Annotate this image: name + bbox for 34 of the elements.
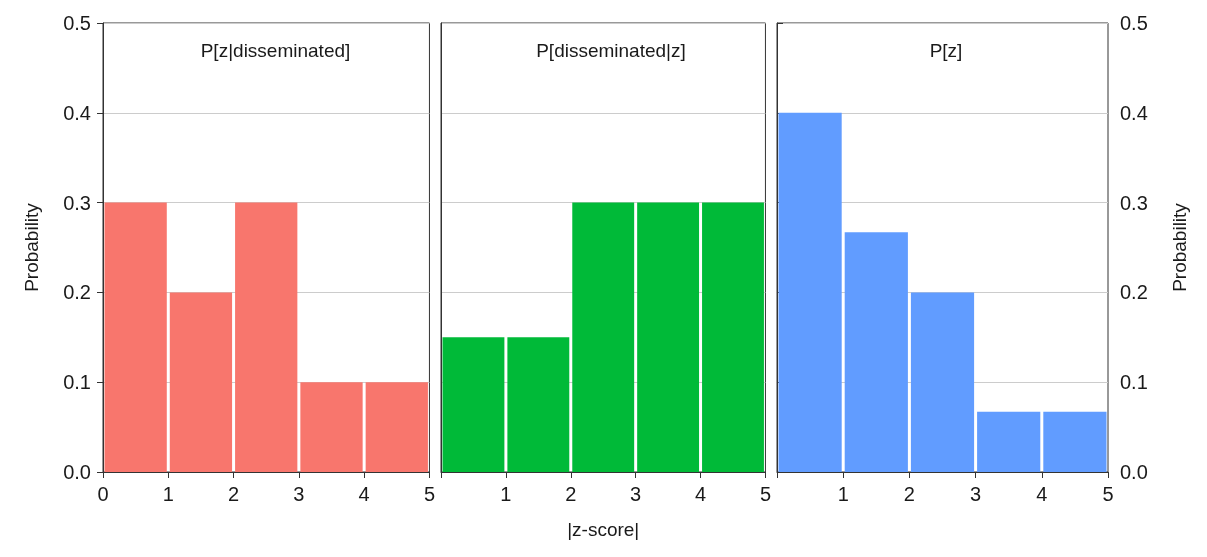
y-tick-label: 0.3	[63, 191, 91, 214]
text: P[z|disseminated]	[200, 40, 351, 61]
y-tick-label: 0.0	[63, 461, 91, 483]
x-tick-label: 0	[97, 483, 109, 505]
y2-tick-label: 0.3	[1120, 191, 1148, 214]
text: P[z]	[929, 40, 963, 61]
y-tick-label: 0.1	[63, 371, 91, 394]
y2-tick-label: 0.1	[1120, 371, 1148, 394]
x-tick-label: 2	[228, 483, 240, 505]
y-tick-label: 0.4	[63, 101, 91, 124]
x-tick-label: 5	[423, 483, 435, 505]
x-tick-label: 4	[358, 483, 370, 505]
y2-tick-label: 0.2	[1120, 281, 1148, 304]
y2-axis-title: Probability	[1169, 202, 1190, 292]
x-tick-label: 5	[759, 483, 771, 505]
text: P[disseminated|z]	[536, 40, 686, 61]
y-tick-label: 0.2	[63, 281, 91, 304]
y-axis-title: Probability	[21, 202, 42, 292]
x-tick-label: 1	[500, 483, 512, 505]
x-tick-label: 3	[970, 483, 982, 505]
y-tick-label: 0.5	[63, 12, 91, 34]
x-tick-label: 4	[694, 483, 707, 505]
y2-tick-label: 0.4	[1120, 101, 1148, 124]
x-axis-title: |z-score|	[567, 519, 640, 540]
x-tick-label: 1	[162, 483, 174, 505]
y2-tick-label: 0.5	[1120, 12, 1148, 34]
x-tick-label: 5	[1102, 483, 1114, 505]
x-tick-label: 1	[837, 483, 849, 505]
x-tick-label: 4	[1036, 483, 1048, 505]
x-tick-label: 3	[630, 483, 642, 505]
x-tick-label: 2	[565, 483, 577, 505]
x-tick-label: 2	[903, 483, 915, 505]
y2-tick-label: 0.0	[1120, 461, 1148, 483]
x-tick-label: 3	[293, 483, 305, 505]
